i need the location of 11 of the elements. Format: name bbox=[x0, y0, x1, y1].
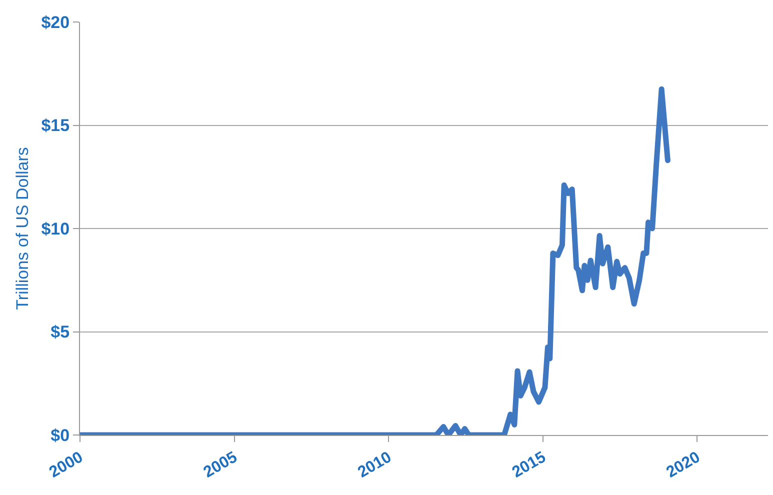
y-tick-label: $5 bbox=[50, 322, 70, 342]
x-tick-label: 2000 bbox=[46, 448, 86, 482]
y-tick-label: $0 bbox=[50, 426, 70, 445]
y-tick-label: $10 bbox=[41, 219, 70, 238]
y-axis-title: Trillions of US Dollars bbox=[12, 147, 32, 310]
x-tick-label: 2015 bbox=[509, 448, 549, 482]
x-tick-label: 2020 bbox=[664, 448, 704, 482]
x-tick-label: 2005 bbox=[200, 448, 240, 482]
x-tick-label: 2010 bbox=[355, 448, 395, 482]
y-tick-label: $20 bbox=[41, 12, 70, 32]
y-tick-label: $15 bbox=[41, 116, 70, 136]
